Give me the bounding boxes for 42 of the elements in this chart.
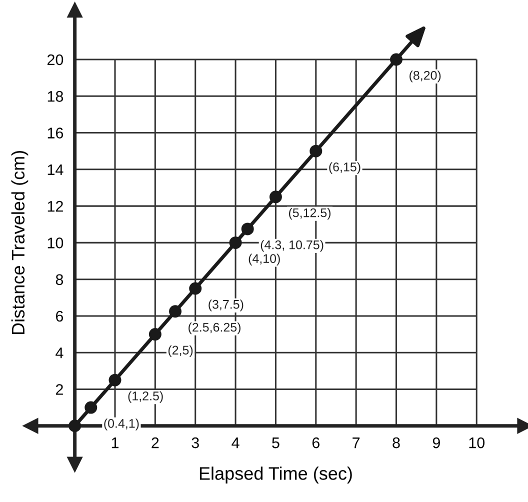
x-tick-label: 1 <box>112 438 119 448</box>
y-tick-label: 12 <box>48 200 63 212</box>
point <box>310 144 322 158</box>
y-tick-label: 20 <box>47 54 64 66</box>
annotation: (1,2.5) <box>128 391 163 403</box>
annotation: (0.4,1) <box>104 418 139 430</box>
y-tick-label: 14 <box>48 164 64 175</box>
point <box>241 222 254 236</box>
y-tick-label: 4 <box>56 348 64 358</box>
x-tick-label: 9 <box>432 437 440 448</box>
annotation: (2,5) <box>168 345 193 358</box>
x-axis-title: Elapsed Time (sec) <box>200 466 352 484</box>
y-tick-label: 8 <box>56 274 64 286</box>
y-tick-label: 6 <box>56 310 64 322</box>
x-tick-label: 7 <box>352 438 360 448</box>
y-tick-label: 2 <box>56 384 63 395</box>
y-tick-label: 10 <box>48 238 64 248</box>
point <box>229 236 242 249</box>
point <box>108 374 122 386</box>
x-tick-label: 3 <box>192 437 199 448</box>
point <box>169 305 182 318</box>
point <box>84 401 98 414</box>
annotation: (4,10) <box>248 254 280 266</box>
annotation: (5,12.5) <box>288 208 331 220</box>
annotation: (3,7.5) <box>208 300 244 312</box>
annotation: (2.5,6.25) <box>188 322 240 334</box>
x-tick-label: 2 <box>152 437 159 448</box>
y-tick-label: 16 <box>48 128 64 138</box>
point <box>269 190 282 204</box>
annotation: (6,15) <box>329 162 360 174</box>
point <box>148 328 162 341</box>
x-tick-label: 8 <box>392 437 400 448</box>
annotation: (8,20) <box>410 70 441 82</box>
x-tick-label: 5 <box>272 438 280 448</box>
x-tick-label: 4 <box>232 438 240 448</box>
annotation: (4.3, 10.75) <box>260 240 324 252</box>
point <box>68 420 82 432</box>
x-tick-label: 6 <box>312 437 320 448</box>
y-axis-title: Distance Traveled (cm) <box>11 150 28 334</box>
point <box>189 282 202 295</box>
x-tick-label: 10 <box>469 437 485 448</box>
y-tick-label: 18 <box>48 91 64 102</box>
